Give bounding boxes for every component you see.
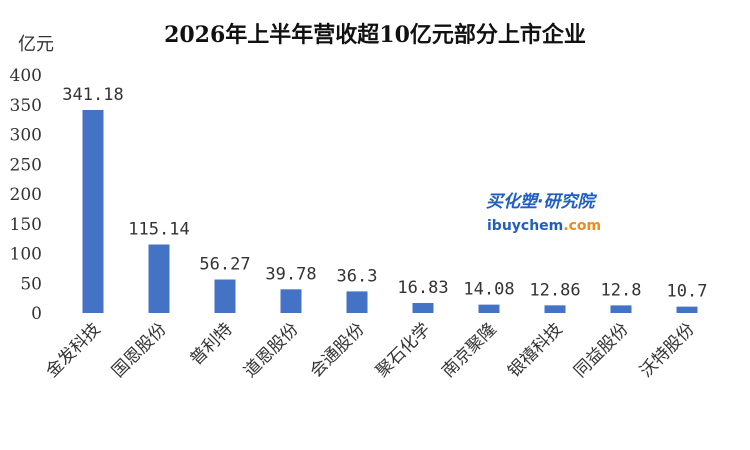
y-tick-label: 0	[31, 304, 42, 324]
x-tick-label: 南京聚隆	[438, 319, 500, 381]
x-tick-label: 金发科技	[42, 319, 104, 381]
x-axis-category-labels: 金发科技 国恩股份 普利特 道恩股份 会通股份 聚石化学 南京聚隆 银禧科技 同益股份 沃特股份	[42, 319, 698, 381]
y-tick-label: 150	[10, 215, 42, 235]
x-tick-label: 同益股份	[570, 319, 632, 381]
x-tick-label: 聚石化学	[372, 319, 434, 381]
y-tick-label: 200	[10, 185, 42, 205]
bar-5	[346, 291, 368, 313]
y-tick-label: 350	[10, 96, 42, 116]
data-label: 115.14	[128, 219, 189, 239]
y-tick-label: 250	[10, 155, 42, 175]
y-tick-label: 50	[20, 274, 42, 294]
x-tick-label: 普利特	[186, 319, 236, 369]
bar-1	[82, 109, 104, 314]
data-label: 10.7	[667, 282, 708, 302]
data-label: 12.86	[529, 280, 580, 300]
chart-title: 2026年上半年营收超10亿元部分上市企业	[164, 22, 586, 48]
y-axis-ticks: 0 50 100 150 200 250 300 350 400	[10, 66, 42, 324]
bar-6	[412, 302, 434, 313]
x-tick-label: 会通股份	[306, 319, 368, 381]
y-tick-label: 400	[10, 66, 42, 86]
watermark-title: 买化塑·研究院	[486, 192, 597, 212]
watermark-domain: ibuychem.com	[487, 218, 601, 234]
x-tick-label: 道恩股份	[240, 319, 302, 381]
bar-7	[478, 304, 500, 313]
bar-3	[214, 279, 236, 313]
x-tick-label: 沃特股份	[636, 319, 698, 381]
bar-series	[82, 109, 698, 314]
watermark-domain-prefix: ibuychem	[487, 218, 563, 234]
data-label: 16.83	[397, 278, 448, 298]
bar-10	[676, 306, 698, 313]
bar-2	[148, 244, 170, 313]
data-label: 36.3	[337, 266, 378, 286]
y-tick-label: 100	[10, 245, 42, 265]
data-labels: 341.18 115.14 56.27 39.78 36.3 16.83 14.08 12.8…	[62, 85, 707, 302]
y-tick-label: 300	[10, 126, 42, 146]
data-label: 56.27	[199, 255, 250, 275]
x-tick-label: 银禧科技	[504, 319, 566, 381]
data-label: 12.8	[601, 280, 642, 300]
data-label: 14.08	[463, 280, 514, 300]
bar-8	[544, 305, 566, 313]
y-axis-unit-label: 亿元	[18, 34, 54, 55]
data-label: 341.18	[62, 85, 123, 105]
x-tick-label: 国恩股份	[108, 319, 170, 381]
bar-4	[280, 289, 302, 313]
data-label: 39.78	[265, 264, 316, 284]
bar-9	[610, 305, 632, 313]
watermark-domain-suffix: .com	[563, 218, 601, 234]
watermark-logo: 买化塑·研究院 ibuychem.com	[486, 192, 601, 234]
